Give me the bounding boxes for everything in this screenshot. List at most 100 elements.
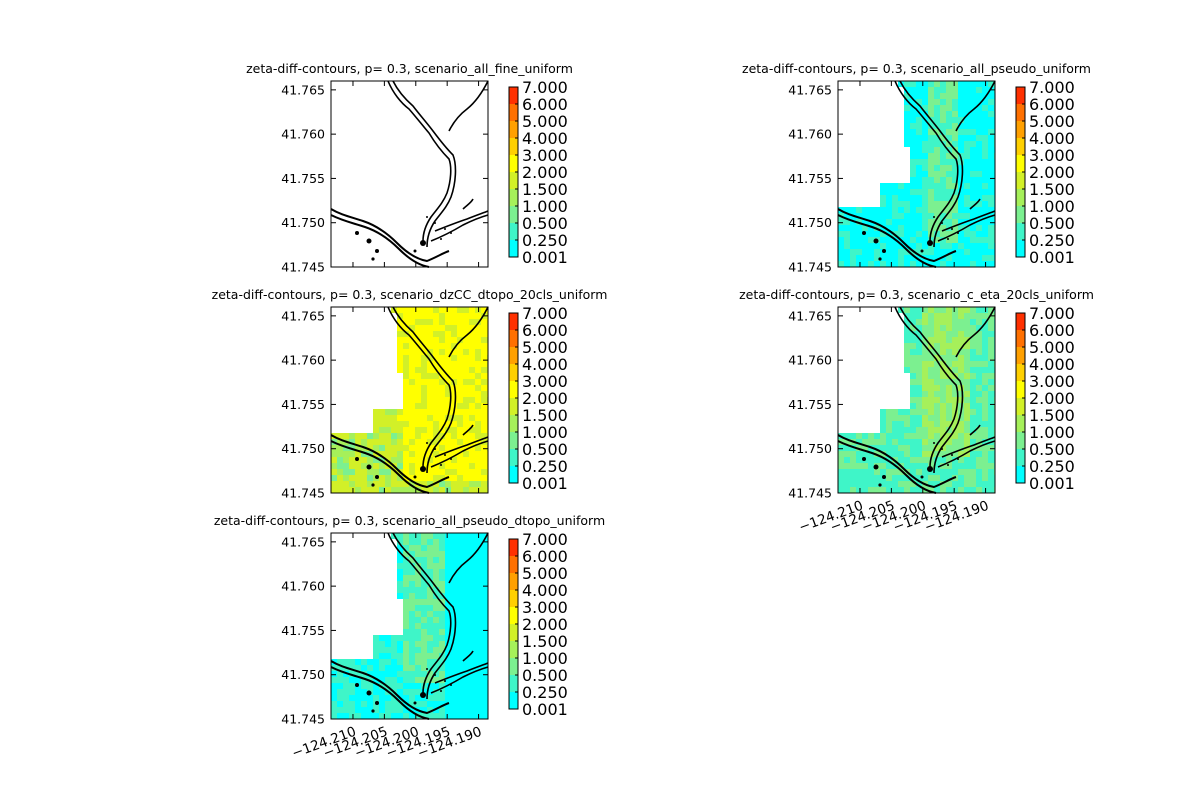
heatmap-cell — [934, 171, 940, 177]
heatmap-cell — [433, 391, 439, 397]
heatmap-cell — [946, 213, 952, 219]
heatmap-cell — [349, 439, 355, 445]
heatmap-cell — [403, 539, 409, 545]
heatmap-cell — [415, 439, 421, 445]
heatmap-cell — [928, 361, 934, 367]
heatmap-cell — [916, 475, 922, 481]
heatmap-cell — [850, 433, 856, 439]
heatmap-cell — [880, 433, 886, 439]
heatmap-cell — [958, 87, 964, 93]
heatmap-cell — [958, 439, 964, 445]
heatmap-cell — [397, 355, 403, 361]
heatmap-cell — [880, 195, 886, 201]
heatmap-cell — [922, 469, 928, 475]
heatmap-cell — [976, 141, 982, 147]
heatmap-cell — [397, 641, 403, 647]
heatmap-cell — [958, 307, 964, 313]
colorbar-label: 7.000 — [1029, 304, 1075, 323]
heatmap-cell — [361, 481, 367, 487]
heatmap-cell — [934, 261, 940, 267]
heatmap-cell — [916, 433, 922, 439]
heatmap-cell — [481, 397, 487, 403]
heatmap-cell — [427, 623, 433, 629]
heatmap-cell — [970, 421, 976, 427]
heatmap-cell — [952, 207, 958, 213]
heatmap-cell — [964, 487, 970, 493]
heatmap-cell — [421, 641, 427, 647]
heatmap-cell — [397, 653, 403, 659]
heatmap-cell — [433, 457, 439, 463]
heatmap-cell — [910, 255, 916, 261]
heatmap-cell — [463, 355, 469, 361]
y-tick-label: 41.760 — [281, 579, 325, 594]
colorbar-segment — [1016, 138, 1025, 155]
heatmap-cell — [415, 313, 421, 319]
heatmap-cell — [457, 337, 463, 343]
heatmap-cell — [439, 487, 445, 493]
heatmap-cell — [409, 463, 415, 469]
heatmap-cell — [475, 599, 481, 605]
heatmap-cell — [433, 623, 439, 629]
heatmap-cell — [469, 337, 475, 343]
heatmap-cell — [976, 153, 982, 159]
heatmap-cell — [421, 581, 427, 587]
heatmap-cell — [349, 665, 355, 671]
heatmap-cell — [475, 415, 481, 421]
heatmap-cell — [922, 463, 928, 469]
heatmap-cell — [397, 689, 403, 695]
heatmap-cell — [457, 629, 463, 635]
heatmap-cell — [958, 475, 964, 481]
heatmap-cell — [940, 117, 946, 123]
heatmap-cell — [976, 331, 982, 337]
colorbar-label: 3.000 — [522, 146, 568, 165]
heatmap-cell — [982, 343, 988, 349]
colorbar-segment — [509, 607, 518, 624]
colorbar-label: 0.001 — [1029, 474, 1075, 493]
heatmap-cell — [421, 539, 427, 545]
heatmap-cell — [409, 617, 415, 623]
heatmap-cell — [928, 337, 934, 343]
heatmap-cell — [457, 427, 463, 433]
heatmap-cell — [343, 701, 349, 707]
heatmap-cell — [976, 165, 982, 171]
heatmap-cell — [445, 391, 451, 397]
heatmap-cell — [439, 481, 445, 487]
heatmap-cell — [457, 463, 463, 469]
heatmap-cell — [928, 243, 934, 249]
heatmap-cell — [922, 325, 928, 331]
heatmap-cell — [397, 533, 403, 539]
heatmap-cell — [922, 439, 928, 445]
heatmap-cell — [982, 165, 988, 171]
heatmap-cell — [970, 87, 976, 93]
heatmap-cell — [904, 111, 910, 117]
heatmap-cell — [910, 225, 916, 231]
heatmap-cell — [946, 469, 952, 475]
heatmap-cell — [982, 123, 988, 129]
heatmap-cell — [934, 343, 940, 349]
heatmap-cell — [421, 605, 427, 611]
heatmap-cell — [433, 641, 439, 647]
heatmap-cell — [922, 129, 928, 135]
heatmap-cell — [952, 213, 958, 219]
heatmap-cell — [946, 421, 952, 427]
heatmap-cell — [397, 539, 403, 545]
heatmap-cell — [898, 231, 904, 237]
heatmap-cell — [397, 683, 403, 689]
heatmap-cell — [904, 307, 910, 313]
heatmap-cell — [469, 415, 475, 421]
heatmap-cell — [946, 249, 952, 255]
heatmap-cell — [421, 409, 427, 415]
heatmap-cell — [433, 403, 439, 409]
heatmap-cell — [451, 713, 457, 719]
heatmap-cell — [928, 391, 934, 397]
heatmap-cell — [421, 403, 427, 409]
heatmap-cell — [331, 689, 337, 695]
heatmap-cell — [874, 481, 880, 487]
heatmap-cell — [958, 343, 964, 349]
heatmap-cell — [433, 563, 439, 569]
heatmap-cell — [982, 159, 988, 165]
heatmap-cell — [874, 219, 880, 225]
heatmap-cell — [976, 111, 982, 117]
heatmap-cell — [403, 563, 409, 569]
heatmap-cell — [964, 153, 970, 159]
